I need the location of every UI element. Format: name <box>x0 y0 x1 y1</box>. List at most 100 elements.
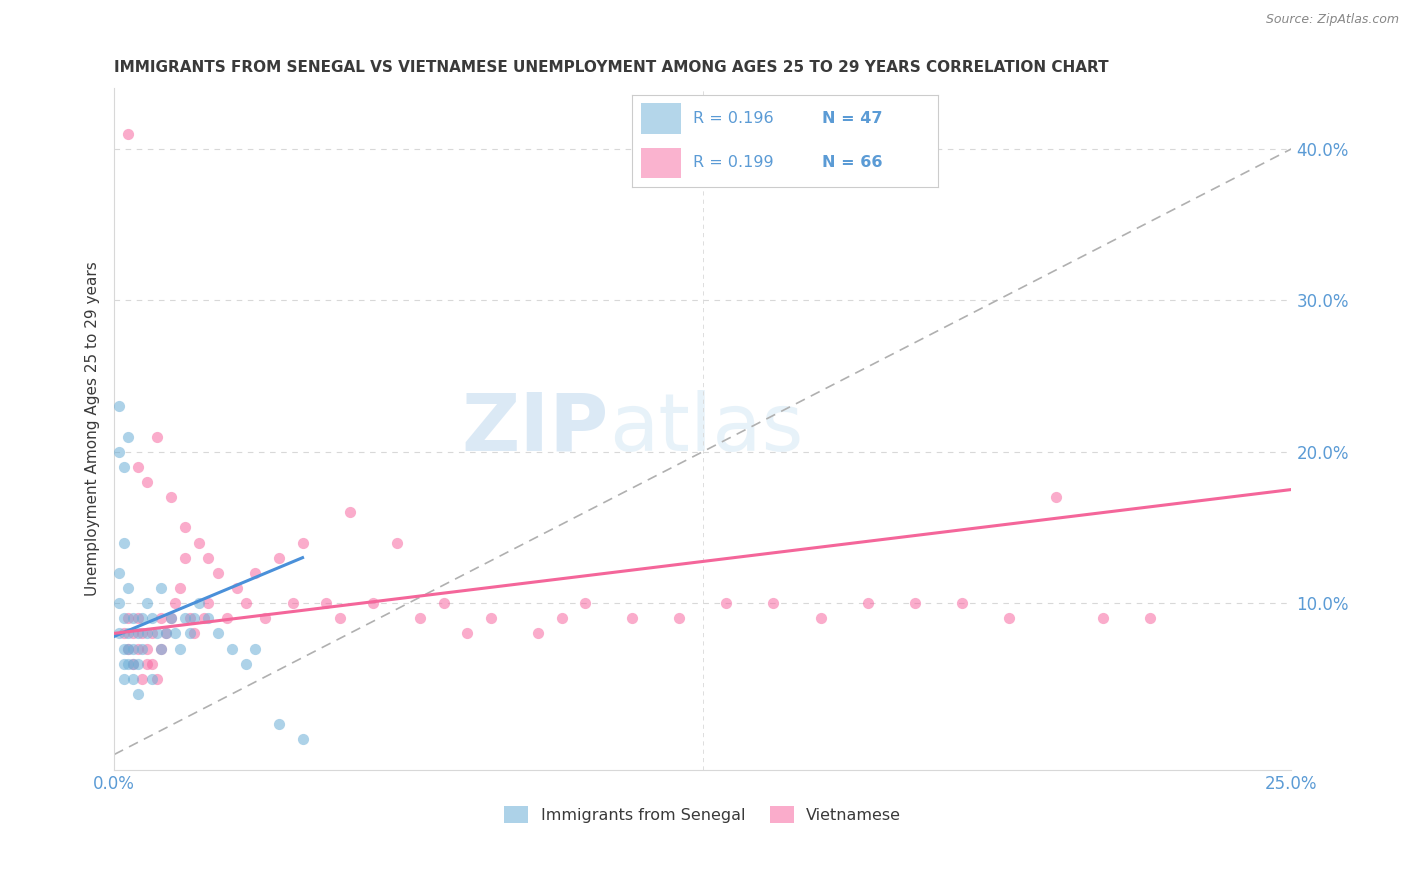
Point <box>193 611 215 625</box>
Point <box>136 475 159 489</box>
Point <box>169 641 191 656</box>
Point <box>117 641 139 656</box>
Point <box>433 596 456 610</box>
Point <box>117 429 139 443</box>
Point <box>245 641 267 656</box>
Point <box>150 611 173 625</box>
Point <box>281 596 304 610</box>
Point <box>179 611 201 625</box>
Point <box>122 657 145 671</box>
Point <box>127 687 149 701</box>
Point <box>122 672 145 686</box>
Point <box>108 399 131 413</box>
Point <box>197 550 219 565</box>
Point <box>141 657 163 671</box>
Point <box>127 641 149 656</box>
Text: Source: ZipAtlas.com: Source: ZipAtlas.com <box>1265 13 1399 27</box>
Text: IMMIGRANTS FROM SENEGAL VS VIETNAMESE UNEMPLOYMENT AMONG AGES 25 TO 29 YEARS COR: IMMIGRANTS FROM SENEGAL VS VIETNAMESE UN… <box>114 60 1109 75</box>
Point <box>207 626 229 640</box>
Point <box>122 641 145 656</box>
Point <box>117 611 139 625</box>
Point <box>127 626 149 640</box>
Point <box>173 550 195 565</box>
Point <box>145 626 167 640</box>
Point <box>127 657 149 671</box>
Point <box>235 596 257 610</box>
Point <box>122 611 145 625</box>
Point <box>668 611 690 625</box>
Point <box>145 429 167 443</box>
Point <box>131 641 153 656</box>
Point <box>150 581 173 595</box>
Point <box>159 611 181 625</box>
Point <box>108 444 131 458</box>
Point <box>136 657 159 671</box>
Point <box>479 611 502 625</box>
Point <box>155 626 177 640</box>
Point <box>904 596 927 610</box>
Point <box>315 596 337 610</box>
Point <box>117 657 139 671</box>
Point <box>574 596 596 610</box>
Point <box>136 596 159 610</box>
Point <box>856 596 879 610</box>
Point <box>173 611 195 625</box>
Point <box>197 611 219 625</box>
Point <box>621 611 644 625</box>
Point <box>385 535 408 549</box>
Point <box>173 520 195 534</box>
Point <box>141 611 163 625</box>
Point <box>117 581 139 595</box>
Point <box>221 641 243 656</box>
Point <box>159 490 181 504</box>
Point <box>716 596 738 610</box>
Point <box>122 657 145 671</box>
Point <box>127 611 149 625</box>
Point <box>108 566 131 580</box>
Point <box>165 626 187 640</box>
Legend: Immigrants from Senegal, Vietnamese: Immigrants from Senegal, Vietnamese <box>505 806 901 823</box>
Point <box>225 581 247 595</box>
Point <box>291 732 314 747</box>
Point <box>155 626 177 640</box>
Point <box>762 596 785 610</box>
Point <box>245 566 267 580</box>
Point <box>456 626 478 640</box>
Point <box>188 535 211 549</box>
Point <box>112 459 135 474</box>
Point <box>550 611 572 625</box>
Point <box>145 672 167 686</box>
Point <box>131 611 153 625</box>
Point <box>183 626 205 640</box>
Point <box>131 626 153 640</box>
Point <box>108 596 131 610</box>
Point <box>235 657 257 671</box>
Point <box>117 127 139 141</box>
Point <box>112 672 135 686</box>
Text: ZIP: ZIP <box>461 390 609 468</box>
Point <box>810 611 832 625</box>
Point <box>136 626 159 640</box>
Point <box>188 596 211 610</box>
Point <box>112 641 135 656</box>
Y-axis label: Unemployment Among Ages 25 to 29 years: Unemployment Among Ages 25 to 29 years <box>86 261 100 597</box>
Point <box>117 641 139 656</box>
Point <box>112 535 135 549</box>
Point <box>339 505 361 519</box>
Point <box>253 611 276 625</box>
Point <box>207 566 229 580</box>
Point <box>159 611 181 625</box>
Point <box>1045 490 1067 504</box>
Point <box>1092 611 1115 625</box>
Point <box>217 611 239 625</box>
Point <box>141 626 163 640</box>
Point <box>150 641 173 656</box>
Point <box>131 672 153 686</box>
Point <box>108 626 131 640</box>
Point <box>141 672 163 686</box>
Point <box>112 611 135 625</box>
Point <box>197 596 219 610</box>
Point <box>127 459 149 474</box>
Point <box>267 550 290 565</box>
Point <box>112 626 135 640</box>
